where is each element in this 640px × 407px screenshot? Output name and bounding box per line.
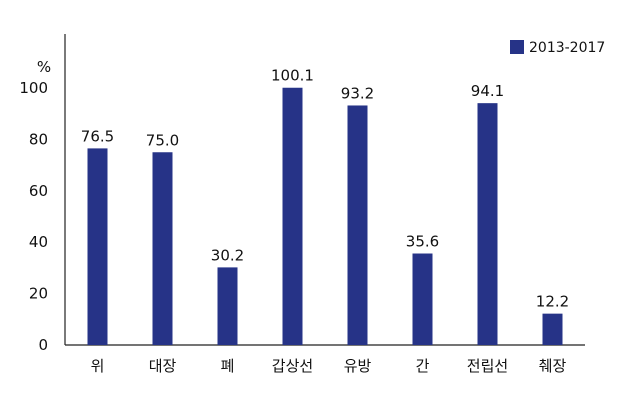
y-tick-label: 0: [38, 336, 48, 354]
bar-value-label: 93.2: [341, 84, 374, 102]
bar: [282, 87, 303, 346]
bar: [477, 103, 498, 346]
x-category-label: 갑상선: [272, 357, 313, 375]
x-category-label: 췌장: [539, 357, 567, 375]
x-category-label: 위: [91, 357, 105, 375]
x-category-label: 간: [416, 357, 430, 375]
x-category-label: 전립선: [467, 357, 508, 375]
legend: 2013-2017: [510, 40, 605, 56]
y-tick-label: 20: [29, 285, 48, 303]
legend-label: 2013-2017: [529, 40, 605, 56]
x-category-label: 유방: [344, 357, 372, 375]
value-labels: 76.5 75.0 30.2 100.1 93.2 35.6 94.1 12.2: [81, 67, 569, 311]
axes: %: [37, 34, 585, 346]
y-axis-unit-label: %: [37, 58, 51, 76]
y-tick-label: 80: [29, 130, 48, 148]
bar-value-label: 100.1: [271, 67, 314, 85]
bar: [347, 105, 368, 345]
bar: [412, 253, 433, 345]
bar-value-label: 12.2: [536, 293, 569, 311]
bar: [87, 148, 108, 345]
legend-swatch: [510, 40, 524, 54]
bar-value-label: 75.0: [146, 131, 179, 149]
bar-value-label: 76.5: [81, 127, 114, 145]
x-category-label: 대장: [149, 357, 177, 375]
bars: [87, 87, 563, 346]
y-tick-label: 100: [19, 79, 48, 97]
bar-value-label: 30.2: [211, 246, 244, 264]
bar: [542, 313, 563, 345]
bar-value-label: 94.1: [471, 82, 504, 100]
y-tick-labels: 0 20 40 60 80 100: [19, 79, 48, 354]
bar: [217, 267, 238, 345]
category-labels: 위 대장 폐 갑상선 유방 간 전립선 췌장: [91, 357, 567, 375]
y-tick-label: 60: [29, 182, 48, 200]
x-category-label: 폐: [221, 357, 235, 375]
bar: [152, 152, 173, 345]
y-tick-label: 40: [29, 233, 48, 251]
bar-value-label: 35.6: [406, 233, 439, 251]
